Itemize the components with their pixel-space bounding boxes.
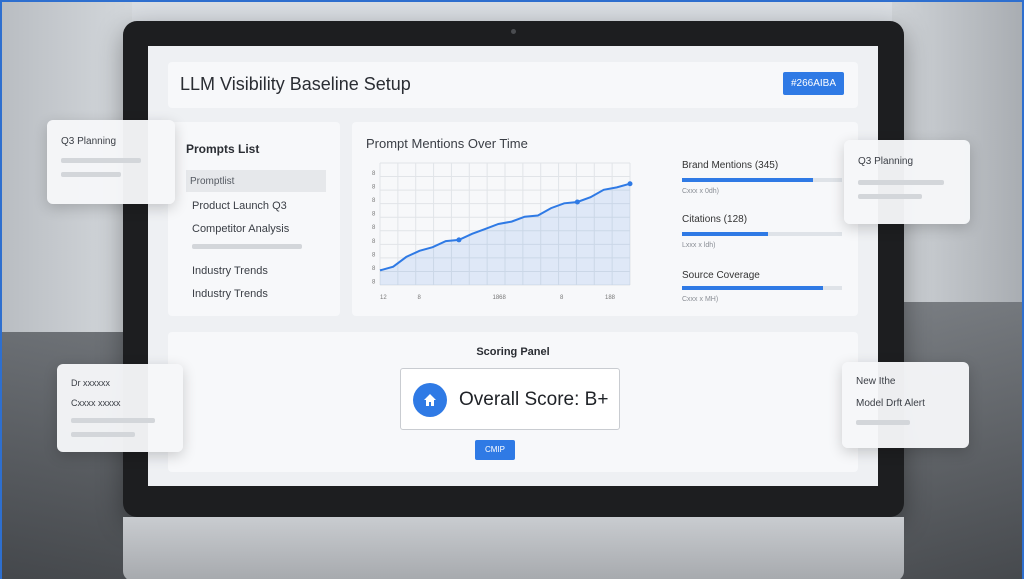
floating-card-left-bottom[interactable]: Dr xxxxxx Cxxxx xxxxx <box>57 364 183 452</box>
blurred-line <box>858 194 922 199</box>
blurred-line <box>71 418 155 423</box>
scoring-title: Scoring Panel <box>476 346 550 358</box>
metric-progress-bar <box>682 286 823 290</box>
x-tick-label: 188 <box>605 295 616 301</box>
compare-button[interactable]: CMIP <box>475 440 515 460</box>
page-title: LLM Visibility Baseline Setup <box>180 74 411 94</box>
chart-area <box>380 183 630 285</box>
prompts-panel: Prompts List Promptlist Product Launch Q… <box>168 122 340 316</box>
chart-point <box>574 199 580 205</box>
x-tick-label: 1868 <box>493 295 507 301</box>
list-item[interactable]: Competitor Analysis <box>192 223 290 235</box>
floating-card-q3-right[interactable]: Q3 Planning <box>844 140 970 224</box>
y-tick-label: 8 <box>372 225 376 231</box>
blurred-line <box>61 172 121 177</box>
blurred-line <box>71 432 135 437</box>
y-tick-label: 8 <box>372 252 376 258</box>
floating-card-title: Q3 Planning <box>61 136 117 147</box>
id-badge[interactable]: #266AIBA <box>782 72 844 95</box>
floating-card-title: New Ithe <box>856 376 896 387</box>
app-screen: LLM Visibility Baseline Setup #266AIBA P… <box>148 46 878 486</box>
y-tick-label: 8 <box>372 198 376 204</box>
metric-sub: Cxxx x MH) <box>682 296 719 303</box>
x-tick-label: 12 <box>380 295 387 301</box>
chart-panel: Prompt Mentions Over Time 8 8 8 8 8 8 8 8 8 12 8 18… <box>352 122 858 316</box>
chart-line <box>379 182 631 272</box>
blurred-line <box>858 180 944 185</box>
metric-label: Source Coverage <box>682 270 760 281</box>
metric-progress-bar <box>682 178 813 182</box>
prompts-title: Prompts List <box>186 142 260 156</box>
floating-card-subtitle: Model Drft Alert <box>856 398 925 409</box>
list-item[interactable]: Industry Trends <box>192 288 268 300</box>
home-icon <box>413 383 447 417</box>
y-tick-label: 8 <box>372 266 376 272</box>
y-tick-label: 8 <box>372 239 376 245</box>
x-tick-label: 8 <box>560 295 564 301</box>
chart-point <box>456 237 462 243</box>
floating-card-title: Q3 Planning <box>858 156 914 167</box>
metric-sub: Lxxx x ldh) <box>682 242 716 249</box>
blurred-line <box>856 420 910 425</box>
chart-title: Prompt Mentions Over Time <box>366 136 528 151</box>
list-item[interactable]: Industry Trends <box>192 265 268 277</box>
score-box: Overall Score: B+ <box>400 368 620 430</box>
metric-sub: Cxxx x 0dh) <box>682 188 719 195</box>
y-tick-label: 8 <box>372 212 376 218</box>
blurred-line <box>61 158 141 163</box>
x-tick-label: 8 <box>418 295 422 301</box>
floating-card-drift-alert[interactable]: New Ithe Model Drft Alert <box>842 362 969 448</box>
chart-point <box>627 181 633 187</box>
metric-label: Citations (128) <box>682 214 748 225</box>
metric-progress-bar <box>682 232 768 236</box>
y-tick-label: 8 <box>372 279 376 285</box>
list-item[interactable]: Product Launch Q3 <box>192 200 287 212</box>
blurred-line <box>192 244 302 249</box>
floating-card-subtitle: Cxxxx xxxxx <box>71 398 121 408</box>
monitor-chin <box>123 517 904 579</box>
scoring-panel: Scoring Panel Overall Score: B+ CMIP <box>168 332 858 472</box>
floating-card-title: Dr xxxxxx <box>71 378 110 388</box>
overall-score: Overall Score: B+ <box>459 389 609 410</box>
prompts-column-header: Promptlist <box>186 170 326 192</box>
y-tick-label: 8 <box>372 171 376 177</box>
floating-card-q3-left[interactable]: Q3 Planning <box>47 120 175 204</box>
header: LLM Visibility Baseline Setup #266AIBA <box>168 62 858 108</box>
line-chart: 8 8 8 8 8 8 8 8 8 12 8 1868 8 188 <box>372 162 633 301</box>
camera-dot <box>511 29 516 34</box>
metric-label: Brand Mentions (345) <box>682 160 779 171</box>
y-tick-label: 8 <box>372 185 376 191</box>
